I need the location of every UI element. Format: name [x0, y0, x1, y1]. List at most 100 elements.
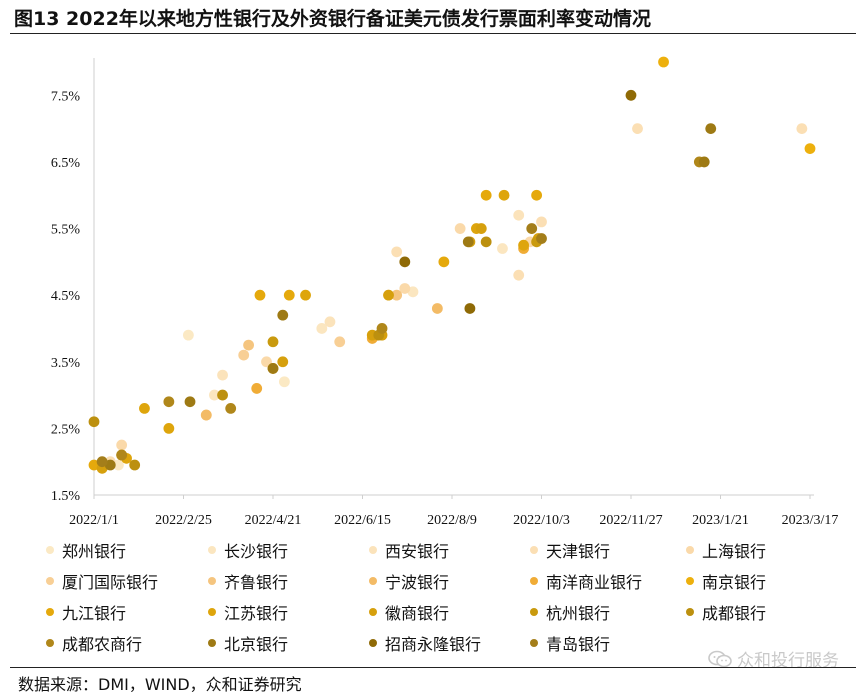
legend-label: 南洋商业银行: [546, 573, 643, 592]
legend-item: 长沙银行: [208, 538, 288, 562]
legend-item: 成都银行: [686, 600, 766, 624]
data-point: [163, 422, 175, 434]
data-point: [96, 456, 108, 468]
legend-item: 厦门国际银行: [46, 569, 158, 593]
data-point: [513, 269, 525, 281]
data-point: [316, 323, 328, 334]
data-point: [324, 316, 336, 328]
data-point: [497, 243, 508, 254]
legend-marker: [46, 577, 54, 585]
legend-marker: [530, 639, 538, 647]
data-point: [804, 143, 816, 155]
legend-marker: [208, 639, 216, 647]
watermark-text: 众和投行服务: [737, 651, 839, 671]
legend-marker: [686, 577, 694, 585]
data-point: [518, 239, 529, 251]
legend-label: 北京银行: [224, 635, 289, 654]
data-point: [536, 216, 547, 228]
data-point: [431, 303, 443, 314]
legend-label: 成都农商行: [62, 635, 143, 654]
x-tick-label: 2023/3/17: [782, 513, 839, 528]
legend-label: 宁波银行: [385, 573, 450, 592]
legend-item: 南京银行: [686, 569, 766, 593]
data-point: [278, 376, 290, 388]
data-point: [139, 403, 150, 414]
legend-marker: [208, 577, 216, 585]
x-tick-label: 2022/6/15: [334, 513, 391, 528]
legend-item: 招商永隆银行: [369, 631, 481, 655]
data-point: [238, 349, 250, 361]
data-point: [536, 233, 547, 244]
data-point: [399, 256, 411, 268]
data-point: [705, 123, 717, 135]
legend-item: 北京银行: [208, 631, 288, 655]
data-point: [475, 223, 487, 234]
data-point: [182, 329, 194, 341]
legend-marker: [46, 608, 54, 616]
legend-label: 九江银行: [62, 604, 127, 623]
data-point: [632, 123, 643, 135]
x-tick-label: 2022/8/9: [427, 513, 477, 528]
legend-item: 西安银行: [369, 538, 449, 562]
legend-item: 九江银行: [46, 600, 126, 624]
data-point: [243, 339, 254, 351]
data-point: [267, 336, 279, 348]
data-point: [113, 459, 124, 471]
legend-marker: [686, 546, 694, 554]
legend-marker: [686, 608, 694, 616]
data-point: [283, 289, 295, 301]
data-point: [267, 363, 279, 374]
data-point: [480, 189, 492, 201]
legend-item: 成都农商行: [46, 631, 142, 655]
source-note: 数据来源：DMI，WIND，众和证券研究: [18, 675, 302, 694]
data-point: [454, 223, 466, 234]
data-point: [391, 289, 403, 301]
data-point: [88, 459, 100, 471]
y-tick-label: 1.5%: [51, 489, 81, 504]
x-tick-label: 2023/1/21: [692, 513, 749, 528]
legend-label: 江苏银行: [224, 604, 289, 623]
legend-marker: [208, 608, 216, 616]
data-point: [399, 283, 411, 294]
legend-item: 上海银行: [686, 538, 766, 562]
legend-marker: [530, 577, 538, 585]
legend-item: 青岛银行: [530, 631, 610, 655]
wechat-icon: [708, 650, 732, 667]
legend-label: 杭州银行: [546, 604, 611, 623]
legend-label: 厦门国际银行: [62, 573, 159, 592]
y-tick-label: 6.5%: [51, 156, 81, 171]
legend-label: 西安银行: [385, 542, 450, 561]
data-points: [88, 56, 816, 474]
data-point: [625, 89, 637, 101]
legend-label: 天津银行: [546, 542, 611, 561]
data-point: [658, 56, 669, 68]
legend-label: 郑州银行: [62, 542, 127, 561]
x-tick-label: 2022/10/3: [513, 513, 570, 528]
legend-label: 齐鲁银行: [224, 573, 289, 592]
data-point: [513, 209, 525, 221]
data-point: [217, 389, 228, 401]
legend-item: 郑州银行: [46, 538, 126, 562]
axes: 1.5% 2.5% 3.5% 4.5% 5.5% 6.5% 7.5% 2022/1/1 2022…: [51, 58, 839, 528]
data-point: [254, 289, 266, 301]
data-point: [163, 396, 175, 408]
legend-item: 江苏银行: [208, 600, 288, 624]
data-point: [184, 396, 196, 408]
legend-marker: [530, 608, 538, 616]
legend-marker: [369, 546, 377, 554]
legend-label: 徽商银行: [385, 604, 450, 623]
legend-label: 青岛银行: [546, 635, 611, 654]
legend-label: 成都银行: [702, 604, 767, 623]
data-point: [464, 303, 476, 314]
y-tick-label: 3.5%: [51, 356, 81, 371]
data-point: [277, 309, 289, 321]
legend-marker: [369, 639, 377, 647]
title-rule: [10, 33, 856, 34]
y-tick-label: 2.5%: [51, 422, 81, 437]
legend-marker: [530, 546, 538, 554]
legend-label: 长沙银行: [224, 542, 289, 561]
data-point: [531, 189, 543, 201]
legend-label: 南京银行: [702, 573, 767, 592]
data-point: [104, 459, 116, 471]
scatter-chart: 1.5% 2.5% 3.5% 4.5% 5.5% 6.5% 7.5% 2022/1/1 2022…: [51, 56, 839, 528]
